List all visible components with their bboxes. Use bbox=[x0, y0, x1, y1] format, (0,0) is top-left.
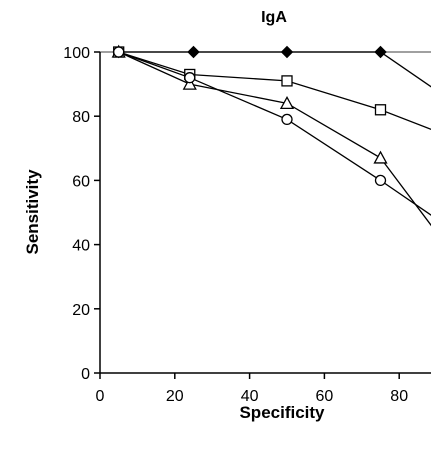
series-open-square-line bbox=[118, 51, 431, 130]
x-tick-label-60: 60 bbox=[316, 388, 334, 405]
series-open-circle bbox=[113, 46, 431, 216]
series-filled-diamond-point-3 bbox=[374, 45, 387, 59]
series-open-triangle-point-1 bbox=[182, 76, 197, 90]
y-tick-label-0: 0 bbox=[81, 366, 90, 383]
series-open-circle-point-2 bbox=[281, 113, 293, 126]
series-open-triangle-line bbox=[118, 51, 431, 227]
y-tick-label-60: 60 bbox=[72, 173, 90, 190]
series-open-circle-line bbox=[118, 51, 431, 216]
x-axis-label: Specificity bbox=[239, 403, 325, 422]
series-filled-diamond-line bbox=[118, 51, 431, 88]
y-tick-label-40: 40 bbox=[72, 238, 90, 255]
series-open-square-point-2 bbox=[281, 75, 293, 87]
series-open-triangle-point-3 bbox=[373, 150, 388, 164]
series-filled-diamond-point-1 bbox=[187, 45, 200, 59]
y-tick-label-80: 80 bbox=[72, 109, 90, 126]
x-tick-label-20: 20 bbox=[166, 388, 184, 405]
x-tick-label-0: 0 bbox=[96, 388, 105, 405]
y-tick-label-100: 100 bbox=[63, 45, 90, 62]
y-tick-label-20: 20 bbox=[72, 302, 90, 319]
series-filled-diamond bbox=[112, 45, 431, 88]
series-open-square bbox=[113, 46, 431, 130]
series-open-circle-point-0 bbox=[113, 46, 125, 58]
chart-title: IgA bbox=[261, 9, 287, 26]
series-open-triangle-point-2 bbox=[279, 96, 295, 110]
series-filled-diamond-point-2 bbox=[280, 45, 294, 59]
y-axis-label: Sensitivity bbox=[23, 169, 42, 255]
series-open-circle-point-1 bbox=[184, 72, 196, 84]
series-open-triangle bbox=[111, 44, 431, 227]
series-open-circle-point-3 bbox=[374, 174, 387, 187]
x-tick-label-80: 80 bbox=[390, 388, 408, 405]
series-open-square-point-3 bbox=[374, 104, 387, 116]
x-tick-label-40: 40 bbox=[241, 388, 259, 405]
